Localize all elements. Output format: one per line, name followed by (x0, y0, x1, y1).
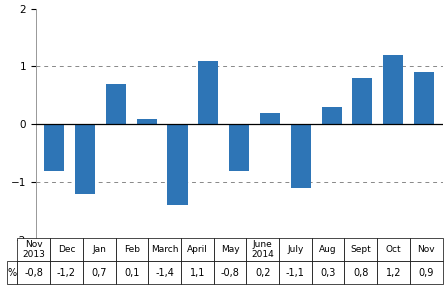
Bar (229, 124, 249, 171)
Bar (198, 61, 218, 124)
Bar (168, 124, 188, 205)
Bar (44, 124, 64, 171)
Bar (260, 113, 280, 124)
Bar (321, 107, 342, 124)
Bar (383, 55, 403, 124)
Bar (291, 124, 311, 188)
Bar (137, 119, 157, 124)
Bar (106, 84, 126, 124)
Bar (414, 72, 434, 124)
Bar (352, 78, 372, 124)
Bar (75, 124, 95, 194)
